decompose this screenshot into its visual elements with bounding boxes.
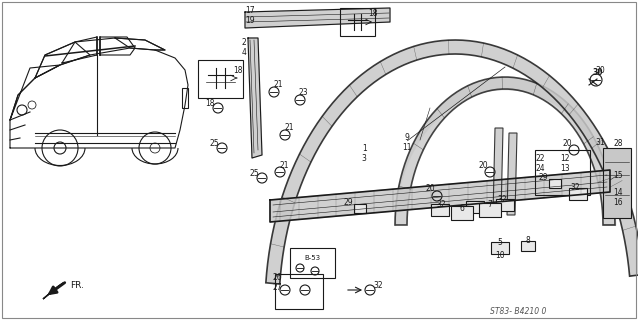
Text: 13: 13 (560, 164, 570, 172)
Text: 27: 27 (272, 283, 282, 292)
Bar (466, 201, 484, 213)
Bar (290, 248, 335, 278)
Text: 29: 29 (538, 172, 548, 181)
Text: 23: 23 (298, 87, 308, 97)
Text: 21: 21 (285, 123, 293, 132)
Bar (603, 148, 631, 218)
Text: 1: 1 (362, 144, 367, 153)
Bar (491, 242, 509, 254)
Bar (569, 188, 587, 200)
Text: 9: 9 (404, 133, 410, 142)
Polygon shape (43, 283, 63, 299)
Text: 26: 26 (272, 273, 282, 282)
Text: 11: 11 (403, 143, 412, 152)
Bar (275, 274, 323, 309)
Bar (549, 179, 561, 188)
Bar (340, 8, 375, 36)
Bar (521, 241, 535, 251)
Polygon shape (270, 170, 610, 222)
Polygon shape (507, 133, 517, 215)
Bar (182, 88, 188, 108)
Polygon shape (266, 40, 638, 284)
Text: 28: 28 (613, 139, 623, 148)
Text: 30: 30 (593, 68, 604, 76)
Polygon shape (493, 128, 503, 215)
Text: 20: 20 (562, 139, 572, 148)
Polygon shape (395, 77, 615, 225)
Text: 16: 16 (613, 197, 623, 206)
Text: 20: 20 (478, 161, 488, 170)
Bar (535, 150, 590, 195)
Text: 8: 8 (526, 236, 530, 244)
Text: 29: 29 (343, 197, 353, 206)
Bar (198, 60, 243, 98)
Text: 18: 18 (234, 66, 242, 75)
Text: ST83- B4210 0: ST83- B4210 0 (490, 308, 546, 316)
Text: 32: 32 (436, 199, 446, 209)
Text: 21: 21 (279, 161, 289, 170)
Text: 3: 3 (362, 154, 367, 163)
Text: 32: 32 (570, 182, 580, 191)
Text: 20: 20 (425, 183, 435, 193)
Polygon shape (248, 38, 262, 158)
Text: 25: 25 (209, 139, 219, 148)
Text: FR.: FR. (70, 281, 84, 290)
Text: 10: 10 (495, 251, 505, 260)
Text: 14: 14 (613, 188, 623, 196)
Text: 22: 22 (535, 154, 545, 163)
Text: 25: 25 (249, 169, 259, 178)
Text: 21: 21 (273, 79, 283, 89)
Text: 24: 24 (535, 164, 545, 172)
Text: 30: 30 (595, 66, 605, 75)
Text: 6: 6 (459, 204, 464, 212)
Bar (479, 203, 501, 217)
Text: 15: 15 (613, 171, 623, 180)
Text: 17: 17 (245, 5, 255, 14)
Bar (451, 206, 473, 220)
Text: 7: 7 (487, 199, 493, 209)
Text: 32: 32 (497, 195, 507, 204)
Bar (354, 204, 366, 213)
Text: 19: 19 (245, 15, 255, 25)
Text: 5: 5 (498, 237, 503, 246)
Text: 2: 2 (242, 37, 246, 46)
Text: B-53: B-53 (304, 255, 320, 261)
Text: 32: 32 (373, 281, 383, 290)
Text: 12: 12 (560, 154, 570, 163)
Polygon shape (245, 8, 390, 28)
Text: 4: 4 (242, 47, 246, 57)
Text: 31: 31 (595, 138, 605, 147)
Text: 18: 18 (205, 99, 215, 108)
Text: 18: 18 (368, 9, 378, 18)
Bar (431, 204, 449, 216)
Bar (496, 199, 514, 211)
